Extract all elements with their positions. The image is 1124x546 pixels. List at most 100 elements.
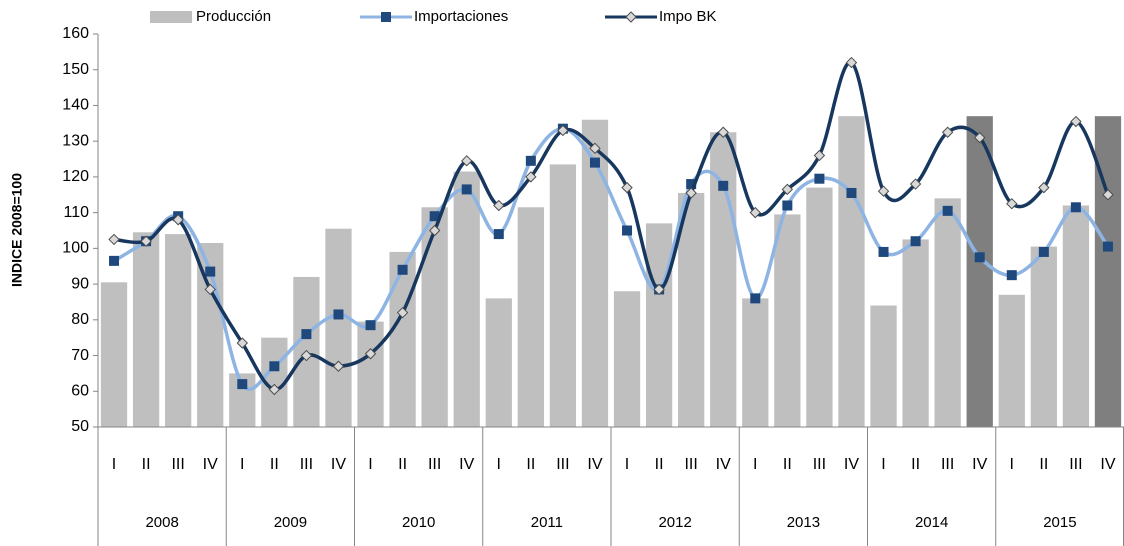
- marker: [942, 205, 953, 216]
- bar: [581, 119, 609, 427]
- marker: [557, 124, 569, 137]
- bar: [1030, 246, 1057, 427]
- bar: [645, 223, 673, 427]
- marker: [941, 126, 954, 138]
- bar: [806, 187, 833, 427]
- bar: [838, 116, 865, 427]
- marker: [909, 178, 922, 190]
- marker: [493, 199, 505, 212]
- marker: [1006, 197, 1018, 210]
- marker: [333, 309, 344, 320]
- marker: [685, 187, 697, 199]
- legend-label: Impo BK: [659, 8, 717, 25]
- y-axis-label: INDICE 2008=100: [9, 173, 25, 287]
- marker: [364, 348, 377, 360]
- x-tick-label: I: [497, 456, 501, 473]
- x-tick-label: IV: [203, 456, 218, 473]
- marker: [782, 200, 793, 211]
- year-label: 2009: [274, 514, 307, 531]
- marker: [108, 233, 120, 246]
- x-tick-label: IV: [331, 456, 346, 473]
- marker: [269, 361, 280, 372]
- x-tick-label: II: [142, 456, 151, 473]
- y-tick-label: 130: [62, 132, 89, 149]
- marker: [653, 283, 665, 296]
- bar: [966, 116, 993, 427]
- bar: [774, 214, 801, 427]
- y-tick-label: 100: [62, 240, 89, 257]
- marker: [525, 155, 536, 166]
- bar: [100, 282, 128, 427]
- x-tick-label: III: [1069, 456, 1082, 473]
- marker: [750, 293, 761, 304]
- bar: [453, 171, 480, 427]
- bar: [357, 321, 384, 427]
- year-label: 2010: [402, 514, 435, 531]
- marker: [204, 283, 216, 296]
- bar: [165, 234, 192, 427]
- bar: [998, 294, 1025, 427]
- bar: [1062, 205, 1090, 427]
- marker: [974, 252, 985, 263]
- x-tick-label: III: [300, 456, 313, 473]
- marker: [268, 383, 281, 396]
- marker: [814, 173, 825, 184]
- marker: [718, 180, 729, 191]
- x-tick-label: IV: [1100, 456, 1115, 473]
- bar: [517, 207, 544, 427]
- x-tick-label: IV: [844, 456, 859, 473]
- y-tick-label: 140: [62, 97, 89, 114]
- year-label: 2008: [145, 514, 178, 531]
- marker: [396, 306, 409, 319]
- marker: [846, 187, 857, 198]
- marker: [109, 255, 120, 266]
- year-label: 2014: [915, 514, 948, 531]
- x-tick-label: III: [171, 456, 184, 473]
- marker: [589, 142, 601, 155]
- marker: [1070, 115, 1082, 128]
- bar: [389, 251, 416, 427]
- x-tick-label: IV: [587, 456, 602, 473]
- y-tick-label: 110: [63, 204, 89, 221]
- y-tick-label: 120: [62, 168, 89, 185]
- y-tick-label: 80: [71, 311, 89, 328]
- x-tick-label: II: [655, 456, 664, 473]
- x-tick-label: I: [625, 456, 629, 473]
- marker: [910, 236, 921, 247]
- marker: [300, 349, 313, 362]
- marker: [365, 320, 376, 331]
- x-tick-label: III: [556, 456, 569, 473]
- bar: [549, 164, 577, 427]
- y-tick-label: 150: [62, 61, 89, 78]
- marker: [493, 229, 504, 240]
- y-tick-label: 60: [71, 382, 89, 399]
- marker: [813, 149, 826, 162]
- x-tick-label: IV: [972, 456, 987, 473]
- bar: [132, 232, 160, 427]
- marker: [236, 337, 248, 349]
- y-tick-label: 90: [71, 275, 89, 292]
- marker: [461, 184, 472, 195]
- marker: [877, 185, 890, 197]
- x-tick-label: III: [428, 456, 441, 473]
- bar: [742, 298, 769, 427]
- year-label: 2013: [787, 514, 820, 531]
- x-tick-label: II: [911, 456, 920, 473]
- marker: [845, 56, 858, 69]
- y-tick-label: 70: [71, 347, 89, 364]
- legend-swatch: [150, 11, 192, 23]
- bar: [934, 198, 961, 427]
- bar: [870, 305, 897, 427]
- marker: [1038, 181, 1050, 194]
- year-label: 2015: [1043, 514, 1076, 531]
- bar: [902, 239, 929, 427]
- bar: [678, 192, 705, 427]
- marker: [1102, 241, 1113, 252]
- x-tick-label: II: [270, 456, 279, 473]
- legend-label: Producción: [196, 8, 271, 25]
- bar: [421, 207, 448, 427]
- marker: [205, 266, 216, 277]
- marker: [381, 12, 391, 22]
- x-tick-label: II: [783, 456, 792, 473]
